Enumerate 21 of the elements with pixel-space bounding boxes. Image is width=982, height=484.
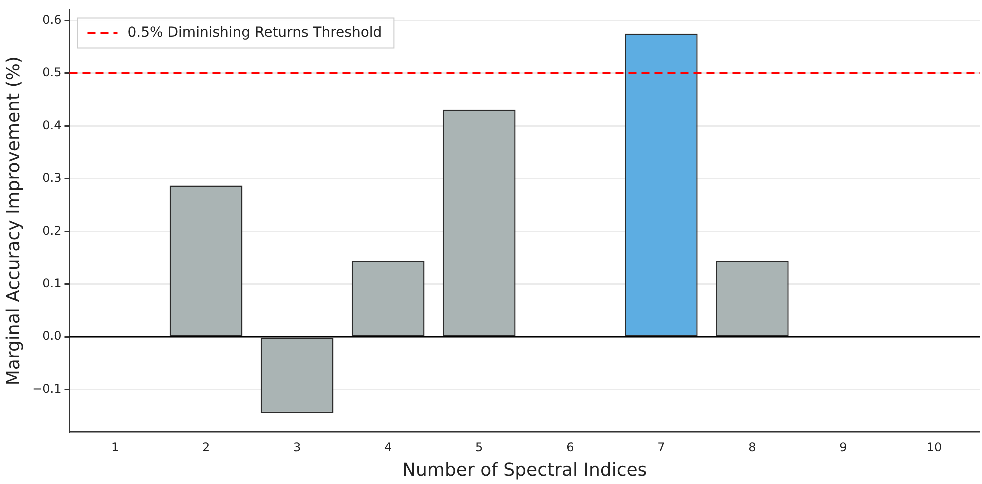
x-tick-label: 6 [566, 440, 574, 454]
y-tick-label: 0.4 [42, 118, 62, 132]
y-tick-label: 0.3 [42, 171, 62, 186]
x-tick-label: 5 [476, 440, 484, 454]
x-tick-label: 7 [658, 440, 666, 454]
y-tick-label: 0.0 [42, 329, 62, 344]
x-tick-label: 9 [840, 440, 848, 454]
x-tick-label: 8 [748, 440, 756, 454]
x-tick-label: 10 [926, 440, 942, 454]
y-tick-label: 0.6 [42, 12, 62, 27]
x-tick-label: 1 [111, 440, 120, 454]
legend-label: 0.5% Diminishing Returns Threshold [128, 24, 382, 41]
x-tick-label: 2 [202, 440, 210, 454]
y-tick-label: 0.2 [42, 224, 62, 238]
x-tick-label: 4 [384, 440, 392, 454]
y-axis-title: Marginal Accuracy Improvement (%) [3, 56, 24, 386]
y-tick-label: 0.1 [42, 276, 62, 290]
y-tick-label: 0.5 [42, 66, 62, 80]
x-tick-label: 3 [293, 440, 302, 454]
x-axis-title: Number of Spectral Indices [402, 460, 648, 481]
y-tick-label: −0.1 [32, 382, 62, 396]
